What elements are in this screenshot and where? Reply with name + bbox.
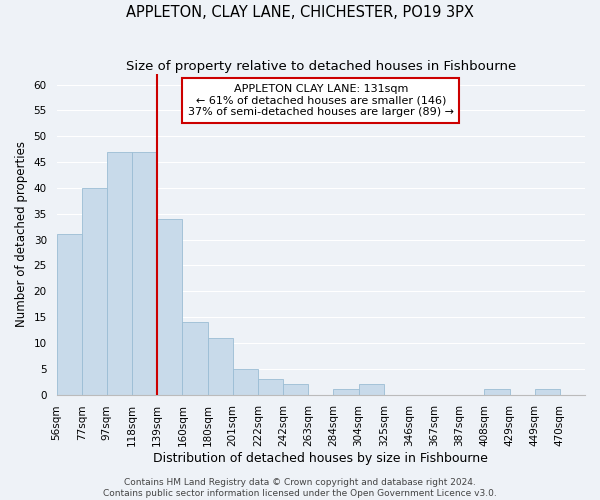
Bar bbox=[334, 390, 359, 394]
Text: APPLETON, CLAY LANE, CHICHESTER, PO19 3PX: APPLETON, CLAY LANE, CHICHESTER, PO19 3P… bbox=[126, 5, 474, 20]
Bar bbox=[233, 369, 258, 394]
Bar bbox=[258, 379, 283, 394]
Bar bbox=[56, 234, 82, 394]
Bar bbox=[132, 152, 157, 394]
Text: Contains HM Land Registry data © Crown copyright and database right 2024.
Contai: Contains HM Land Registry data © Crown c… bbox=[103, 478, 497, 498]
Bar bbox=[157, 219, 182, 394]
Bar bbox=[182, 322, 208, 394]
Bar bbox=[535, 390, 560, 394]
Bar bbox=[82, 188, 107, 394]
Text: APPLETON CLAY LANE: 131sqm
← 61% of detached houses are smaller (146)
37% of sem: APPLETON CLAY LANE: 131sqm ← 61% of deta… bbox=[188, 84, 454, 117]
Bar bbox=[107, 152, 132, 394]
Bar bbox=[484, 390, 509, 394]
Y-axis label: Number of detached properties: Number of detached properties bbox=[15, 142, 28, 328]
Bar bbox=[283, 384, 308, 394]
Title: Size of property relative to detached houses in Fishbourne: Size of property relative to detached ho… bbox=[125, 60, 516, 73]
Bar bbox=[208, 338, 233, 394]
Bar bbox=[359, 384, 383, 394]
X-axis label: Distribution of detached houses by size in Fishbourne: Distribution of detached houses by size … bbox=[154, 452, 488, 465]
